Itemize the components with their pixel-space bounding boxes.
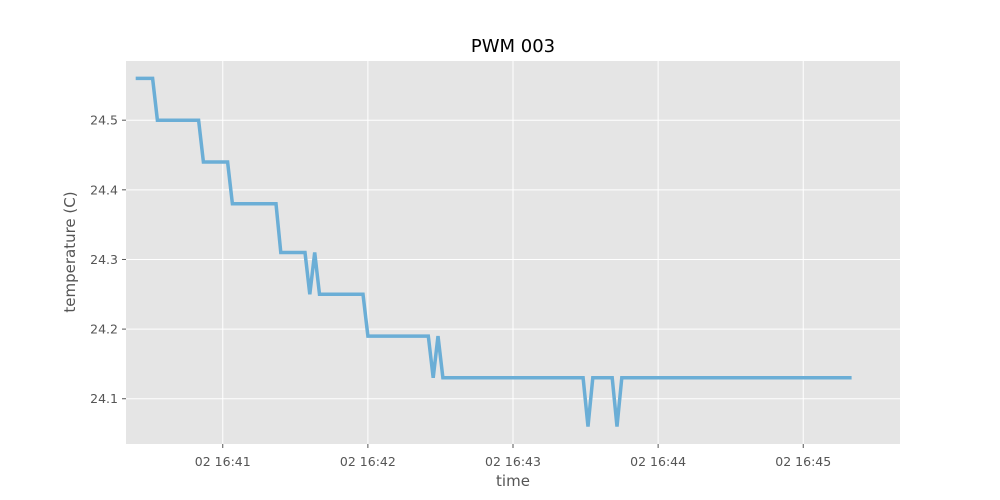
y-tick-label: 24.5 bbox=[90, 113, 118, 128]
series-line bbox=[135, 76, 852, 427]
axis-ticks: 02 16:41 02 16:42 02 16:43 02 16:44 02 16:45… bbox=[90, 113, 831, 469]
y-tick-label: 24.1 bbox=[90, 391, 118, 406]
y-tick-label: 24.2 bbox=[90, 322, 118, 337]
x-tick-label: 02 16:45 bbox=[775, 454, 831, 469]
y-tick-label: 24.4 bbox=[90, 182, 118, 197]
x-tick-label: 02 16:42 bbox=[340, 454, 396, 469]
chart-title: PWM 003 bbox=[471, 36, 555, 57]
y-tick-label: 24.3 bbox=[90, 252, 118, 267]
series-layer bbox=[135, 76, 852, 427]
x-tick-label: 02 16:43 bbox=[485, 454, 541, 469]
x-tick-label: 02 16:41 bbox=[195, 454, 251, 469]
y-axis-label: temperature (C) bbox=[61, 191, 79, 312]
grid-lines bbox=[126, 61, 900, 444]
x-axis-label: time bbox=[496, 472, 530, 490]
x-tick-label: 02 16:44 bbox=[630, 454, 686, 469]
